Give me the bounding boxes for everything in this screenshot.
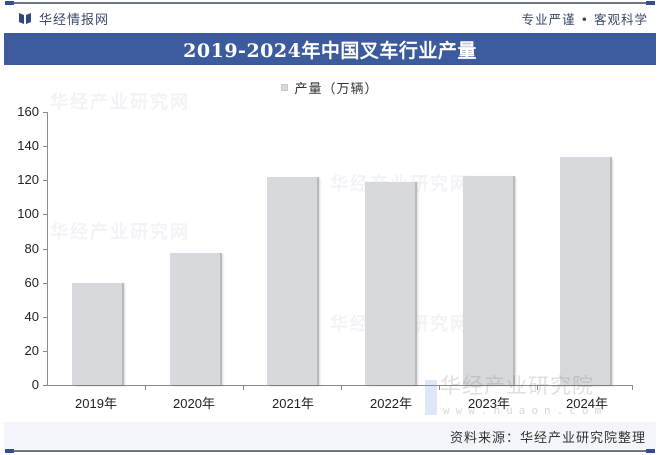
y-tick xyxy=(43,180,47,182)
y-tick-label: 0 xyxy=(31,377,39,392)
x-label: 2019年 xyxy=(75,396,117,411)
x-label: 2020年 xyxy=(173,396,215,411)
x-label: 2024年 xyxy=(566,396,608,411)
y-tick-label: 140 xyxy=(17,138,39,154)
x-tick xyxy=(243,385,244,390)
title-bar: 2019-2024年中国叉车行业产量 xyxy=(4,33,656,65)
chart-title: 2019-2024年中国叉车行业产量 xyxy=(183,39,477,62)
legend: 产量（万辆） xyxy=(0,78,660,97)
y-tick xyxy=(43,214,47,216)
x-tick xyxy=(439,385,440,390)
x-label: 2021年 xyxy=(272,396,314,411)
y-tick-label: 160 xyxy=(17,104,39,119)
y-tick xyxy=(43,146,47,148)
x-tick xyxy=(341,385,342,390)
x-tick xyxy=(632,385,633,390)
x-tick xyxy=(537,385,538,390)
x-tick xyxy=(145,385,146,390)
top-rule xyxy=(5,1,655,5)
bottom-rule xyxy=(5,449,655,453)
bar xyxy=(169,252,220,385)
legend-label: 产量（万辆） xyxy=(294,82,379,97)
bar xyxy=(364,181,415,385)
slogan: 专业严谨 • 客观科学 xyxy=(521,12,648,27)
bar xyxy=(560,157,611,385)
y-axis xyxy=(47,112,48,386)
legend-swatch-icon xyxy=(281,84,289,91)
bar xyxy=(267,176,318,385)
y-tick xyxy=(43,385,47,386)
x-label: 2023年 xyxy=(468,396,510,411)
y-tick-label: 120 xyxy=(17,172,39,188)
y-tick xyxy=(43,316,47,318)
source-note: 资料来源：华经产业研究院整理 xyxy=(449,431,646,446)
y-tick-label: 100 xyxy=(17,206,39,222)
y-tick-label: 80 xyxy=(24,240,39,256)
y-tick-label: 60 xyxy=(24,274,39,290)
bar xyxy=(71,282,122,385)
y-tick-label: 20 xyxy=(24,342,39,358)
y-tick-label: 40 xyxy=(24,308,39,324)
y-tick xyxy=(43,350,47,352)
brand: 华经情报网 xyxy=(19,9,110,28)
x-axis xyxy=(47,385,633,386)
x-label: 2022年 xyxy=(370,396,412,411)
footer-band xyxy=(4,422,656,449)
brand-logo-icon xyxy=(19,13,31,24)
y-tick xyxy=(43,112,47,113)
brand-name: 华经情报网 xyxy=(39,12,110,28)
y-tick xyxy=(43,282,47,284)
bar xyxy=(462,175,513,385)
y-tick xyxy=(43,248,47,250)
plot-area: 0 20 40 60 80 100 120 140 160 2019年 2020… xyxy=(17,104,633,411)
